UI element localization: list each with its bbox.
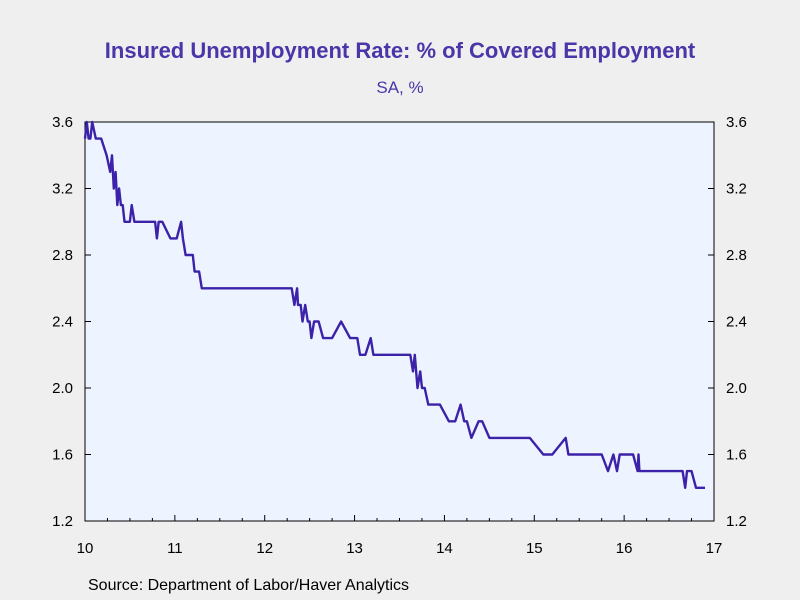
y-tick-label-right: 2.0: [726, 380, 747, 397]
y-tick-label-left: 3.6: [52, 114, 73, 131]
y-tick-label-left: 1.6: [52, 447, 73, 464]
y-tick-label-left: 2.0: [52, 380, 73, 397]
chart-subtitle: SA, %: [376, 78, 424, 97]
x-tick-label: 13: [346, 540, 363, 557]
y-tick-label-right: 3.2: [726, 181, 747, 198]
y-tick-label-left: 3.2: [52, 181, 73, 198]
x-tick-label: 17: [706, 540, 723, 557]
x-tick-label: 11: [167, 540, 183, 557]
source-note: Source: Department of Labor/Haver Analyt…: [88, 577, 410, 594]
y-tick-label-right: 1.2: [726, 513, 747, 530]
y-tick-label-right: 2.8: [726, 247, 747, 264]
plot-area: [84, 121, 715, 522]
x-tick-label: 10: [77, 540, 94, 557]
series-line: [83, 120, 705, 489]
y-tick-label-right: 1.6: [726, 447, 747, 464]
x-tick-label: 16: [616, 540, 633, 557]
y-tick-label-left: 2.4: [52, 314, 73, 331]
y-tick-label-left: 2.8: [52, 247, 73, 264]
chart-title: Insured Unemployment Rate: % of Covered …: [104, 38, 696, 63]
y-tick-label-right: 3.6: [726, 114, 747, 131]
x-tick-label: 12: [256, 540, 273, 557]
y-tick-label-right: 2.4: [726, 314, 747, 331]
y-tick-label-left: 1.2: [52, 513, 73, 530]
x-tick-label: 15: [526, 540, 543, 557]
x-tick-label: 14: [436, 540, 453, 557]
